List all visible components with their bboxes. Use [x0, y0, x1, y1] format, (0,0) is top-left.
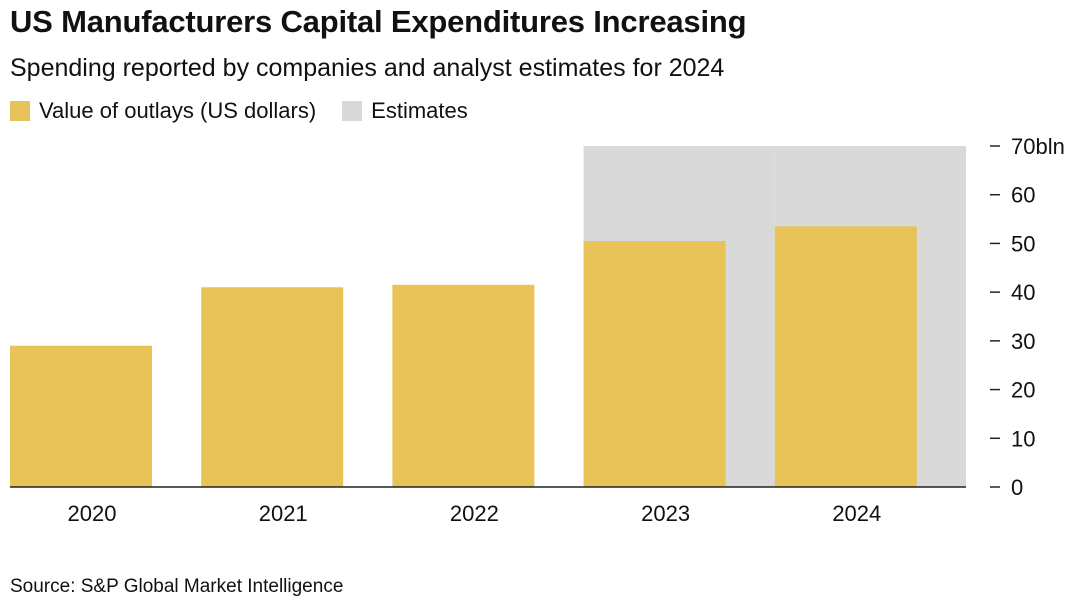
y-tick-label-40: 40 — [1011, 280, 1035, 305]
bar-2020 — [10, 345, 152, 487]
source-note: Source: S&P Global Market Intelligence — [10, 576, 344, 597]
bar-2023 — [583, 240, 726, 487]
x-tick-label-2020: 2020 — [68, 501, 117, 526]
y-tick-label-10: 10 — [1011, 426, 1035, 451]
legend-label-estimates: Estimates — [371, 98, 468, 123]
legend-item-outlays: Value of outlays (US dollars) — [10, 98, 316, 124]
y-tick-label-50: 50 — [1011, 231, 1035, 256]
chart-title: US Manufacturers Capital Expenditures In… — [10, 4, 747, 39]
y-tick-label-60: 60 — [1011, 183, 1035, 208]
y-tick-label-30: 30 — [1011, 329, 1035, 354]
legend-swatch-estimates — [342, 101, 363, 121]
x-tick-label-2022: 2022 — [450, 501, 499, 526]
bar-2024 — [774, 226, 917, 487]
bar-2022 — [392, 284, 535, 487]
y-tick-label-70bln: 70bln — [1011, 134, 1065, 159]
y-tick-label-0: 0 — [1011, 475, 1023, 500]
x-tick-label-2024: 2024 — [832, 501, 881, 526]
legend-label-outlays: Value of outlays (US dollars) — [39, 98, 317, 123]
legend: Value of outlays (US dollars) Estimates — [10, 98, 494, 124]
x-tick-label-2023: 2023 — [641, 501, 690, 526]
legend-swatch-outlays — [10, 101, 30, 121]
x-tick-label-2021: 2021 — [259, 501, 308, 526]
chart-subtitle: Spending reported by companies and analy… — [10, 54, 725, 82]
legend-item-estimates: Estimates — [342, 98, 468, 124]
y-tick-label-20: 20 — [1011, 378, 1035, 403]
bar-2021 — [201, 287, 344, 487]
